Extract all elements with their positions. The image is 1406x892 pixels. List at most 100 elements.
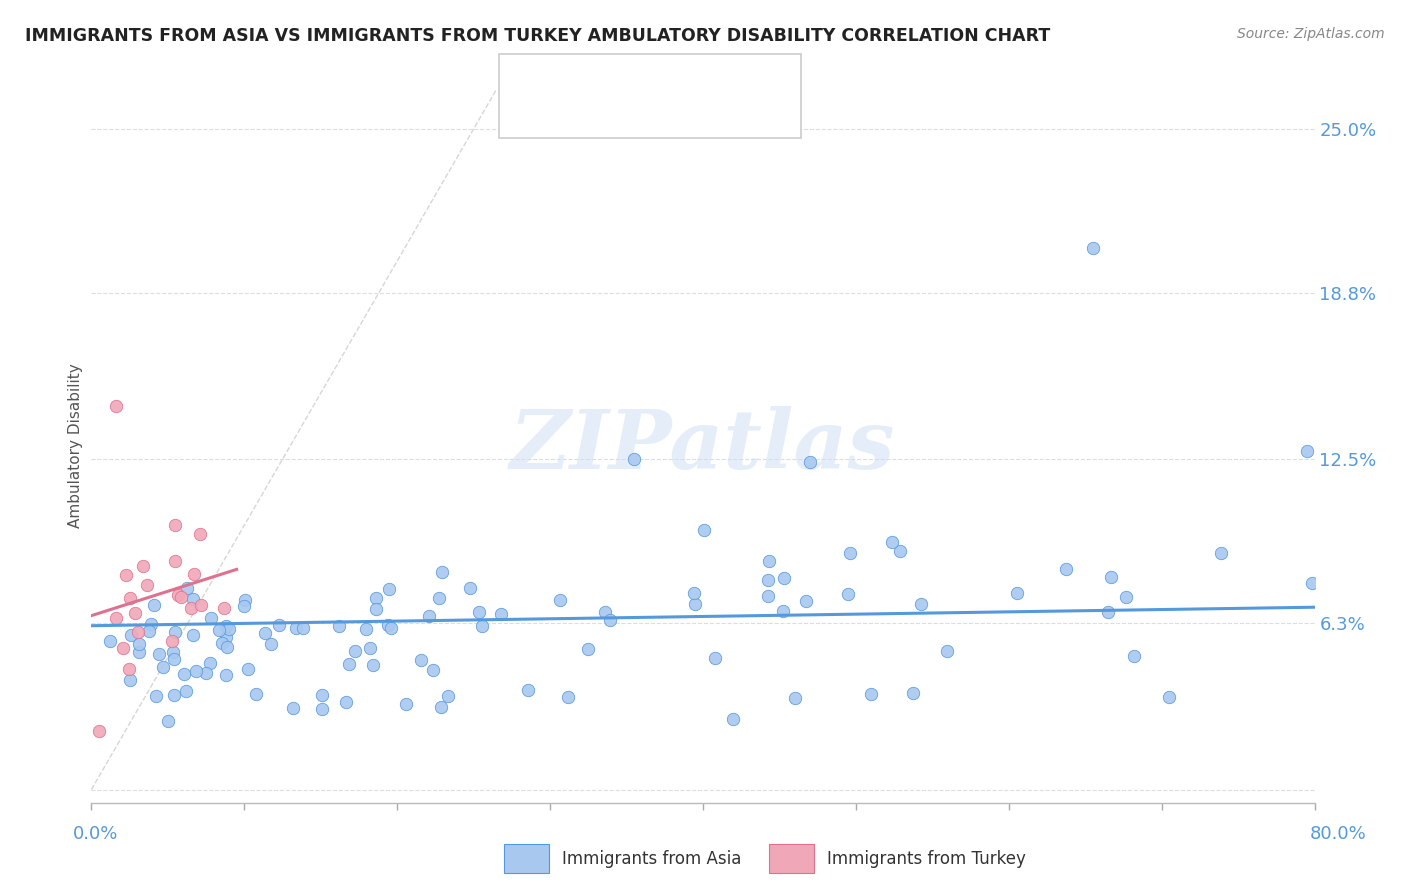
Point xyxy=(166,588,188,602)
Point xyxy=(595,605,617,619)
Point xyxy=(489,607,512,622)
Point xyxy=(468,605,491,619)
FancyBboxPatch shape xyxy=(512,64,554,90)
Point xyxy=(516,683,538,698)
Point xyxy=(87,724,110,739)
Point xyxy=(142,598,165,612)
Point xyxy=(936,643,959,657)
Point xyxy=(599,613,621,627)
Text: R =: R = xyxy=(568,110,599,125)
Point xyxy=(127,625,149,640)
Point xyxy=(104,400,127,414)
Point xyxy=(128,644,150,658)
Point xyxy=(395,698,418,712)
Point xyxy=(215,630,238,644)
Point xyxy=(245,687,267,701)
Point xyxy=(756,573,779,587)
Point xyxy=(366,602,388,616)
Point xyxy=(128,637,150,651)
Point xyxy=(882,534,904,549)
Point xyxy=(152,660,174,674)
Point xyxy=(683,597,706,611)
Point xyxy=(217,640,239,655)
Point xyxy=(145,689,167,703)
Point xyxy=(183,567,205,582)
Point xyxy=(163,554,186,568)
Point xyxy=(170,591,193,605)
Point xyxy=(889,544,911,558)
Point xyxy=(214,601,236,615)
Point xyxy=(1123,648,1146,663)
Point xyxy=(208,623,231,637)
Point xyxy=(118,673,141,688)
Point xyxy=(692,523,714,537)
Point xyxy=(758,554,780,568)
Y-axis label: Ambulatory Disability: Ambulatory Disability xyxy=(67,364,83,528)
Point xyxy=(136,578,159,592)
FancyBboxPatch shape xyxy=(512,104,554,130)
Point xyxy=(267,618,290,632)
Point xyxy=(138,624,160,638)
Point xyxy=(1115,591,1137,605)
FancyBboxPatch shape xyxy=(499,54,801,138)
Point xyxy=(218,623,240,637)
Point xyxy=(901,685,924,699)
Point xyxy=(378,582,401,596)
Point xyxy=(98,633,121,648)
Text: R =: R = xyxy=(568,70,599,85)
Point xyxy=(120,591,142,605)
Point xyxy=(120,628,142,642)
Point xyxy=(683,586,706,600)
Point xyxy=(1296,444,1319,458)
Point xyxy=(458,582,481,596)
Text: 0.0%: 0.0% xyxy=(73,825,118,843)
Point xyxy=(418,609,440,624)
Point xyxy=(799,455,821,469)
FancyBboxPatch shape xyxy=(769,844,814,873)
Point xyxy=(550,592,572,607)
Point xyxy=(772,604,794,618)
Point xyxy=(354,622,377,636)
Point xyxy=(344,643,367,657)
Point xyxy=(471,618,494,632)
Text: 80.0%: 80.0% xyxy=(1310,825,1367,843)
Point xyxy=(148,647,170,661)
Point xyxy=(111,640,134,655)
Point xyxy=(211,636,233,650)
Point xyxy=(859,687,882,701)
Text: N =: N = xyxy=(704,70,735,85)
Point xyxy=(198,656,221,670)
Point xyxy=(162,634,184,648)
Point xyxy=(163,624,186,639)
Point xyxy=(359,640,381,655)
Point xyxy=(1005,586,1028,600)
Point xyxy=(254,626,277,640)
Point xyxy=(105,611,128,625)
Point xyxy=(118,662,141,676)
Point xyxy=(1097,606,1119,620)
Point xyxy=(238,662,260,676)
Text: 0.507: 0.507 xyxy=(628,110,675,125)
Point xyxy=(1054,561,1077,575)
Point xyxy=(427,591,450,606)
Point xyxy=(380,621,402,635)
Point xyxy=(215,618,238,632)
Point xyxy=(115,567,138,582)
Point xyxy=(163,652,186,666)
Point xyxy=(910,597,932,611)
Point xyxy=(200,611,222,625)
Point xyxy=(335,695,357,709)
Point xyxy=(181,591,204,606)
Point xyxy=(756,589,779,603)
Point xyxy=(623,452,645,467)
Point xyxy=(422,663,444,677)
Point xyxy=(181,627,204,641)
Point xyxy=(311,689,333,703)
Point xyxy=(430,565,453,579)
Text: Source: ZipAtlas.com: Source: ZipAtlas.com xyxy=(1237,27,1385,41)
Point xyxy=(214,668,236,682)
Point xyxy=(704,651,727,665)
Point xyxy=(377,617,399,632)
Point xyxy=(1159,690,1181,704)
Point xyxy=(174,684,197,698)
